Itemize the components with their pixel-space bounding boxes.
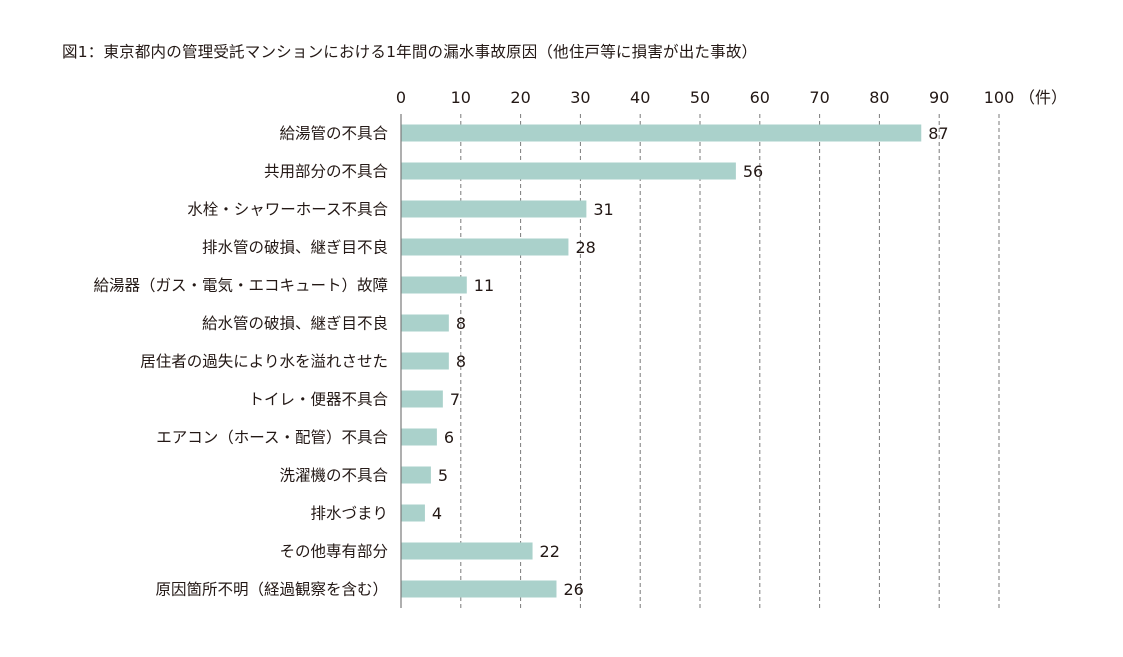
bar xyxy=(401,276,467,294)
tick-label: 90 xyxy=(929,88,949,107)
tick-label: 60 xyxy=(750,88,770,107)
data-label: 5 xyxy=(438,466,448,485)
bar xyxy=(401,580,557,598)
bar xyxy=(401,542,533,560)
bar xyxy=(401,390,443,408)
category-label: 給湯管の不具合 xyxy=(279,125,388,143)
data-label: 87 xyxy=(928,124,948,143)
labels: 0 10 20 30 40 50 60 70 80 90 100 （件）給湯管の不具合 87共用部分の不… xyxy=(93,88,1067,599)
bar xyxy=(401,162,736,180)
category-label: 原因箇所不明（経過観察を含む） xyxy=(155,581,388,599)
category-label: 給水管の破損、継ぎ目不良 xyxy=(202,315,388,333)
data-label: 56 xyxy=(743,162,763,181)
category-label: トイレ・便器不具合 xyxy=(248,391,388,409)
tick-label: 10 xyxy=(451,88,471,107)
unit-label: （件） xyxy=(1019,88,1067,107)
bar xyxy=(401,466,431,484)
tick-label: 100 xyxy=(984,88,1015,107)
category-label: 排水管の破損、継ぎ目不良 xyxy=(202,239,388,257)
tick-label: 80 xyxy=(869,88,889,107)
data-label: 4 xyxy=(432,504,442,523)
data-label: 31 xyxy=(593,200,613,219)
bar xyxy=(401,504,425,522)
tick-label: 40 xyxy=(630,88,650,107)
bar xyxy=(401,428,437,446)
category-label: 洗濯機の不具合 xyxy=(279,467,388,485)
bar xyxy=(401,200,587,218)
data-label: 6 xyxy=(444,428,454,447)
category-label: 居住者の過失により水を溢れさせた xyxy=(140,353,388,371)
tick-label: 70 xyxy=(809,88,829,107)
bar xyxy=(401,314,449,332)
data-label: 8 xyxy=(456,314,466,333)
tick-label: 30 xyxy=(570,88,590,107)
category-label: 水栓・シャワーホース不具合 xyxy=(187,201,388,219)
category-label: 給湯器（ガス・電気・エコキュート）故障 xyxy=(93,277,388,295)
category-label: 排水づまり xyxy=(310,505,388,523)
bar xyxy=(401,352,449,370)
category-label: エアコン（ホース・配管）不具合 xyxy=(156,429,388,447)
bar xyxy=(401,238,569,256)
data-label: 26 xyxy=(563,580,583,599)
tick-label: 50 xyxy=(690,88,710,107)
data-label: 7 xyxy=(450,390,460,409)
bar xyxy=(401,124,922,142)
data-label: 28 xyxy=(575,238,595,257)
data-label: 8 xyxy=(456,352,466,371)
chart-title: 図1：東京都内の管理受託マンションにおける1年間の漏水事故原因（他住戸等に損害が… xyxy=(62,43,758,61)
gridlines xyxy=(460,114,1000,608)
data-label: 11 xyxy=(474,276,494,295)
category-label: 共用部分の不具合 xyxy=(264,163,389,181)
category-label: その他専有部分 xyxy=(279,543,388,561)
data-label: 22 xyxy=(540,542,560,561)
tick-label: 20 xyxy=(510,88,530,107)
bars xyxy=(401,124,922,598)
tick-label: 0 xyxy=(396,88,406,107)
